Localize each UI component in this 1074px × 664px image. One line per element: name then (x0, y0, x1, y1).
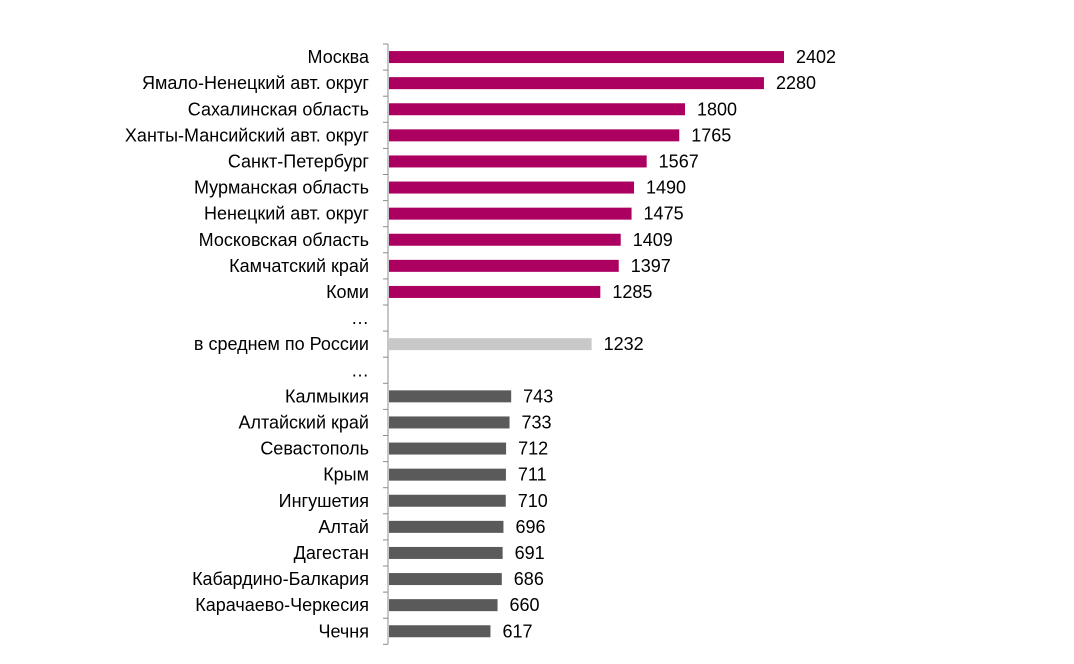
value-label: 712 (518, 439, 548, 459)
value-label: 686 (514, 569, 544, 589)
bars (389, 51, 784, 638)
value-label: 1397 (631, 256, 671, 276)
bar-top (389, 233, 621, 246)
category-label: Санкт-Петербург (228, 151, 370, 171)
category-axis (383, 43, 389, 645)
category-label: Крым (323, 465, 369, 485)
category-label: Мурманская область (194, 178, 369, 198)
bar-top (389, 259, 619, 272)
bar-top (389, 77, 764, 90)
category-label: Калмыкия (285, 386, 369, 406)
category-label: Кабардино-Балкария (192, 569, 369, 589)
bar-bottom (389, 520, 504, 533)
category-label: Алтайский край (238, 412, 369, 432)
category-label: Карачаево-Черкесия (195, 595, 369, 615)
category-label: Ненецкий авт. округ (204, 204, 369, 224)
value-label: 696 (515, 517, 545, 537)
value-label: 691 (515, 543, 545, 563)
category-label: Коми (326, 282, 369, 302)
bar-top (389, 51, 784, 64)
category-label: Ханты-Мансийский авт. округ (125, 125, 369, 145)
bar-bottom (389, 599, 498, 612)
bar-bottom (389, 416, 510, 429)
category-label: Камчатский край (229, 256, 369, 276)
category-label: в среднем по России (194, 334, 369, 354)
value-label: 617 (502, 621, 532, 641)
value-label: 1765 (691, 125, 731, 145)
category-label: Дагестан (294, 543, 369, 563)
bar-average (389, 338, 592, 351)
bar-top (389, 129, 680, 142)
category-label: Москва (308, 47, 370, 67)
value-label: 711 (518, 465, 547, 485)
bar-top (389, 207, 632, 220)
category-label: Ямало-Ненецкий авт. округ (142, 73, 369, 93)
value-label: 1285 (612, 282, 652, 302)
bar-top (389, 181, 635, 194)
category-label: Московская область (199, 230, 369, 250)
category-label: Чечня (319, 621, 369, 641)
value-label: 2280 (776, 73, 816, 93)
value-label: 1232 (604, 334, 644, 354)
category-label: … (351, 360, 369, 380)
value-label: 1475 (644, 204, 684, 224)
category-label: Ингушетия (279, 491, 369, 511)
bar-bottom (389, 625, 491, 638)
category-labels: Москва Ямало-Ненецкий авт. округ Сахалинск… (125, 47, 370, 641)
value-label: 2402 (796, 47, 836, 67)
bar-bottom (389, 494, 506, 507)
value-label: 1409 (633, 230, 673, 250)
value-label: 1490 (646, 178, 686, 198)
bar-bottom (389, 390, 512, 403)
bar-bottom (389, 442, 507, 455)
value-label: 1567 (659, 151, 699, 171)
bar-top (389, 103, 686, 116)
value-label: 733 (522, 412, 552, 432)
category-label: Севастополь (260, 439, 369, 459)
value-label: 710 (518, 491, 548, 511)
bar-bottom (389, 573, 502, 586)
bar-bottom (389, 468, 506, 481)
bar-bottom (389, 546, 503, 559)
bar-top (389, 285, 601, 298)
bar-top (389, 155, 647, 168)
value-label: 660 (510, 595, 540, 615)
value-label: 743 (523, 386, 553, 406)
value-label: 1800 (697, 99, 737, 119)
category-label: Сахалинская область (188, 99, 369, 119)
category-label: Алтай (318, 517, 369, 537)
value-labels: 2402 2280 1800 1765 1567 1490 1475 1409 1397 1285… (502, 47, 836, 641)
category-label: … (351, 308, 369, 328)
